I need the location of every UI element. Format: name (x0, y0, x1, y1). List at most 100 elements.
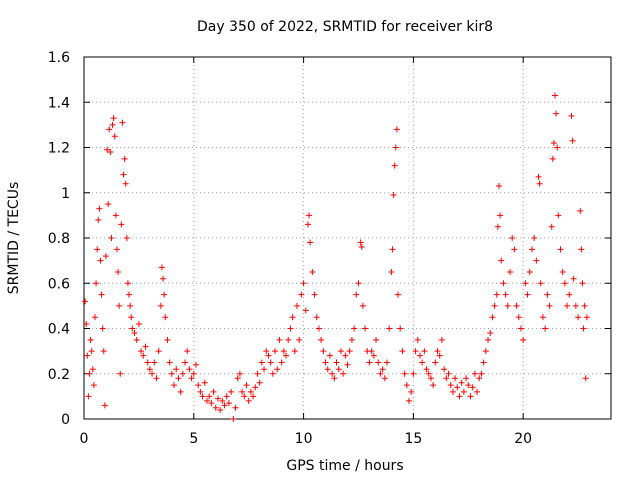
data-point (126, 291, 133, 298)
data-point (149, 370, 156, 377)
data-point (177, 388, 184, 395)
data-point (375, 359, 382, 366)
data-point (381, 375, 388, 382)
y-tick-label: 0.2 (48, 367, 70, 383)
data-point (572, 302, 579, 309)
data-point (214, 395, 221, 402)
data-point (391, 162, 398, 169)
data-point (388, 268, 395, 275)
data-point (318, 336, 325, 343)
data-point (155, 348, 162, 355)
data-point (285, 336, 292, 343)
data-point (105, 201, 112, 208)
data-point (121, 155, 128, 162)
data-point (331, 375, 338, 382)
data-point (366, 359, 373, 366)
y-tick-label: 0.8 (48, 231, 70, 247)
data-point (300, 280, 307, 287)
x-axis-label: GPS time / hours (286, 458, 403, 474)
data-point (96, 205, 103, 212)
data-point (256, 379, 263, 386)
data-point (250, 393, 257, 400)
data-point (362, 325, 369, 332)
data-point (539, 314, 546, 321)
data-point (579, 280, 586, 287)
data-point (287, 325, 294, 332)
data-point (116, 302, 123, 309)
data-point (261, 366, 268, 373)
data-point (228, 388, 235, 395)
data-point (94, 246, 101, 253)
data-point (536, 180, 543, 187)
data-point (101, 402, 108, 409)
data-point (173, 366, 180, 373)
data-point (245, 397, 252, 404)
data-point (291, 348, 298, 355)
data-point (554, 144, 561, 151)
data-point (329, 370, 336, 377)
data-point (83, 320, 90, 327)
data-point (416, 352, 423, 359)
data-point (549, 155, 556, 162)
data-point (223, 393, 230, 400)
data-point (500, 280, 507, 287)
data-point (108, 235, 115, 241)
x-tick-label: 15 (404, 431, 422, 447)
data-point (419, 359, 426, 366)
data-point (497, 212, 504, 219)
data-point (280, 348, 287, 355)
data-point (95, 216, 102, 223)
data-point (474, 388, 481, 395)
data-point (190, 370, 197, 377)
data-point (283, 352, 290, 359)
data-point (199, 393, 206, 400)
data-point (452, 375, 459, 382)
data-point (247, 388, 254, 395)
data-point (313, 314, 320, 321)
data-point (408, 388, 415, 395)
data-point (476, 375, 483, 382)
data-point (485, 336, 492, 343)
data-point (498, 257, 505, 264)
data-point (384, 359, 391, 366)
data-point (203, 397, 210, 404)
data-point (158, 264, 165, 271)
data-point (517, 325, 524, 332)
data-point (274, 366, 281, 373)
data-point (582, 375, 589, 382)
data-point (138, 348, 145, 355)
data-point (88, 348, 95, 355)
data-point (390, 192, 397, 199)
data-point (526, 268, 533, 275)
data-point (502, 291, 509, 298)
data-point (553, 110, 560, 117)
x-tick-label: 0 (80, 431, 89, 447)
data-point (379, 366, 386, 373)
data-point (423, 366, 430, 373)
data-point (85, 393, 92, 400)
data-point (302, 307, 309, 314)
data-point (107, 149, 114, 156)
data-point (570, 275, 577, 282)
y-tick-label: 1.2 (48, 141, 70, 157)
data-point (161, 291, 168, 298)
data-point (307, 239, 314, 246)
data-point (393, 126, 400, 133)
data-point (315, 325, 322, 332)
data-point (353, 291, 360, 298)
data-point (458, 379, 465, 386)
data-point (389, 246, 396, 253)
data-point (392, 144, 399, 151)
data-point (252, 384, 259, 391)
data-point (324, 366, 331, 373)
data-point (258, 359, 265, 366)
data-point (337, 348, 344, 355)
data-point (548, 223, 555, 230)
data-point (115, 268, 122, 275)
data-point (254, 370, 261, 377)
data-point (135, 320, 142, 327)
data-point (410, 370, 417, 377)
data-point (535, 173, 542, 180)
data-point (272, 348, 279, 355)
